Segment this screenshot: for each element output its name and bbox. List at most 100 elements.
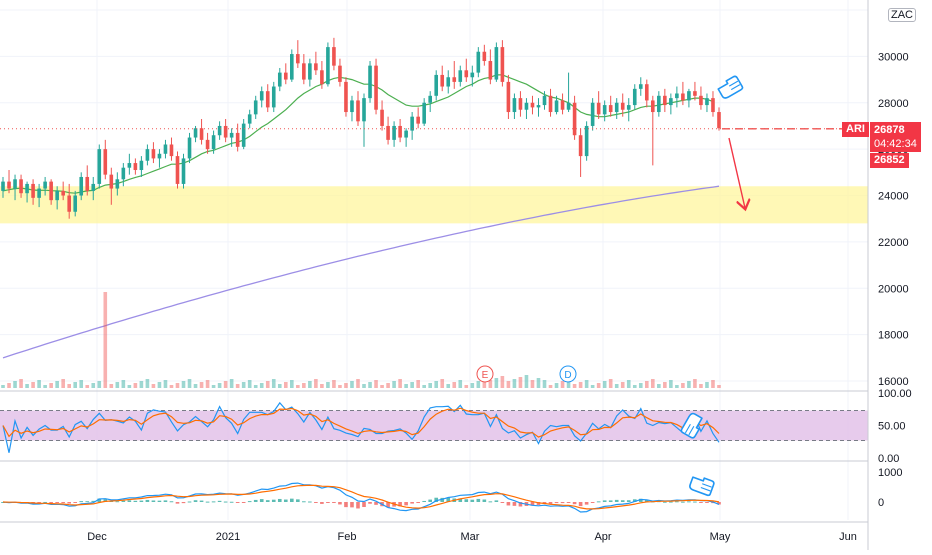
candle [542, 91, 547, 110]
volume-bar [368, 382, 372, 388]
volume-bar [638, 383, 643, 388]
candle-body [687, 91, 691, 101]
candle-body [554, 100, 559, 113]
candle [644, 79, 649, 108]
macd-histogram-bar [290, 498, 294, 502]
candle [632, 84, 637, 110]
candle [109, 167, 114, 205]
macd-histogram-bar [55, 502, 59, 503]
event-marker [559, 365, 577, 383]
volume-bar [25, 384, 29, 388]
candle-body [386, 125, 390, 140]
candle [362, 93, 366, 147]
macd-histogram-bar [506, 502, 511, 506]
volume-bar [626, 380, 631, 388]
event-marker-label: E [482, 370, 489, 381]
volume-bar [416, 380, 420, 388]
symbol-label[interactable]: ZAC [888, 8, 916, 22]
macd-histogram-bar [332, 502, 336, 503]
candle [25, 181, 29, 203]
volume-bar [121, 380, 126, 388]
candle-body [614, 102, 619, 113]
volume-bar [332, 380, 336, 388]
volume-bar [476, 381, 481, 388]
candle [380, 100, 384, 131]
macd-histogram-bar [596, 501, 601, 503]
candle [163, 139, 168, 159]
volume-bar [344, 383, 348, 388]
candle [717, 107, 721, 131]
candle [584, 121, 589, 161]
candle-body [314, 63, 318, 71]
volume-bar [494, 378, 499, 388]
candle [560, 93, 565, 115]
volume-bar [578, 382, 583, 388]
candle [253, 95, 258, 119]
candle-body [326, 47, 330, 85]
volume-bar [85, 385, 90, 388]
candle-body [669, 98, 673, 106]
candle [139, 156, 144, 177]
macd-histogram-bar [705, 502, 709, 503]
rsi-tick-label: 50.00 [878, 421, 906, 433]
candle [247, 109, 252, 129]
volume-bar [283, 382, 288, 388]
volume-bar [139, 381, 144, 388]
macd-histogram-bar [217, 500, 222, 502]
macd-histogram-bar [632, 499, 637, 502]
macd-histogram-bar [536, 502, 541, 505]
candle-body [145, 149, 150, 161]
candle-body [681, 93, 685, 101]
candle [663, 88, 667, 113]
macd-histogram-bar [566, 502, 571, 503]
volume-bar [43, 385, 47, 388]
macd-histogram-bar [440, 497, 445, 502]
candle [566, 72, 571, 113]
volume-bar [386, 383, 390, 388]
event-marker [476, 365, 494, 383]
macd-histogram-bar [422, 500, 426, 502]
volume-bar [115, 382, 120, 388]
price-tick-label: 28000 [878, 98, 909, 110]
volume-bar [356, 379, 360, 388]
candle-body [43, 181, 47, 189]
candle-body [362, 98, 366, 122]
candle-body [482, 51, 487, 62]
candle [277, 67, 282, 92]
macd-histogram-bar [265, 500, 270, 502]
candle-body [253, 100, 258, 115]
candle [157, 149, 162, 168]
volume-bar [73, 382, 78, 388]
candle [79, 172, 84, 201]
candle [1, 176, 5, 198]
candle-body [235, 132, 240, 147]
candle-body [506, 81, 511, 113]
macd-line [2, 482, 720, 513]
volume-bar [31, 382, 35, 388]
candle [693, 81, 697, 101]
candle-body [584, 125, 589, 157]
candle-body [572, 102, 577, 136]
candle [55, 186, 59, 210]
candle [681, 81, 685, 106]
candle-body [205, 139, 210, 150]
candle-body [109, 174, 114, 189]
macd-histogram-bar [344, 502, 348, 508]
macd-histogram-bar [175, 502, 180, 504]
macd-histogram-bar [434, 497, 439, 502]
volume-bar [458, 380, 463, 388]
candle-body [247, 114, 252, 124]
macd-histogram-bar [314, 502, 318, 503]
price-tick-label: 18000 [878, 330, 909, 342]
candle [452, 61, 457, 89]
candle [416, 107, 420, 129]
rsi-signal-line [2, 407, 720, 438]
candle-body [157, 153, 162, 159]
candle [518, 91, 523, 117]
volume-bar [314, 379, 318, 388]
candle-body [296, 54, 300, 64]
candle [638, 77, 643, 96]
rsi-tick-label: 100.00 [878, 388, 912, 400]
